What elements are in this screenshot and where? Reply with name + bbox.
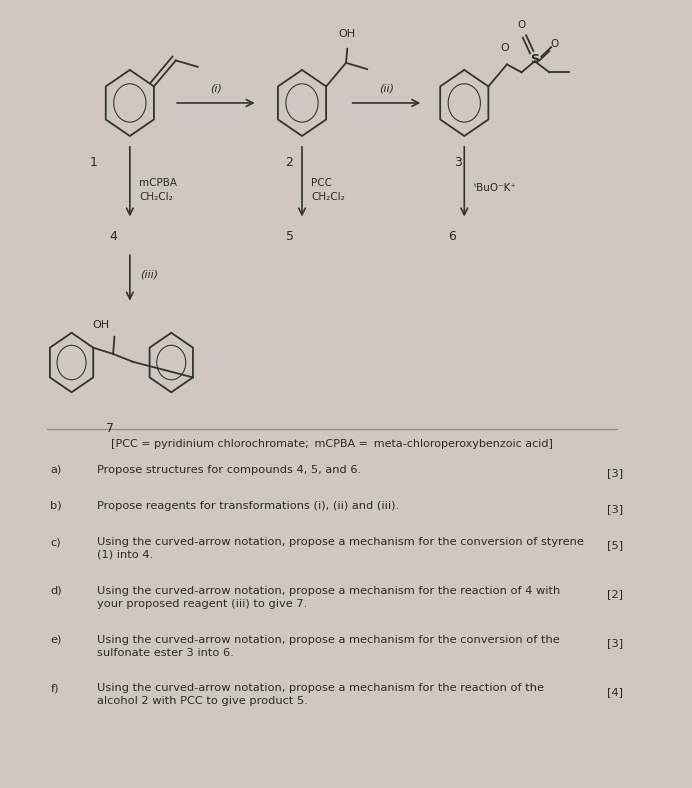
Text: 4: 4 [109,230,117,243]
Text: OH: OH [93,321,110,330]
Text: CH₂Cl₂: CH₂Cl₂ [311,192,345,203]
Text: [3]: [3] [607,468,623,478]
Text: (i): (i) [210,84,222,94]
Text: 3: 3 [454,156,462,169]
Text: 7: 7 [106,422,114,435]
Text: O: O [500,43,509,54]
Text: c): c) [51,537,61,547]
Text: b): b) [51,501,62,511]
Text: O: O [518,20,526,30]
Text: [3]: [3] [607,504,623,514]
Text: 2: 2 [285,156,293,169]
Text: [5]: [5] [607,541,623,550]
Text: e): e) [51,634,62,645]
Text: Using the curved-arrow notation, propose a mechanism for the conversion of the
s: Using the curved-arrow notation, propose… [97,634,559,657]
Text: f): f) [51,683,59,693]
Text: Using the curved-arrow notation, propose a mechanism for the reaction of the
alc: Using the curved-arrow notation, propose… [97,683,544,706]
Text: d): d) [51,586,62,596]
Text: S: S [530,54,539,66]
Text: (iii): (iii) [140,269,158,279]
Text: 6: 6 [448,230,456,243]
Text: [4]: [4] [608,686,623,697]
Text: [3]: [3] [607,637,623,648]
Text: OH: OH [339,29,356,39]
Text: mCPBA: mCPBA [139,178,177,188]
Text: Propose structures for compounds 4, 5, and 6.: Propose structures for compounds 4, 5, a… [97,465,361,475]
Text: 1: 1 [89,156,98,169]
Text: Using the curved-arrow notation, propose a mechanism for the reaction of 4 with
: Using the curved-arrow notation, propose… [97,586,560,609]
Text: 5: 5 [286,230,294,243]
Text: Using the curved-arrow notation, propose a mechanism for the conversion of styre: Using the curved-arrow notation, propose… [97,537,583,560]
Text: [PCC = pyridinium chlorochromate;  mCPBA =  meta-chloroperoxybenzoic acid]: [PCC = pyridinium chlorochromate; mCPBA … [111,439,553,449]
Text: ᵗBuO⁻K⁺: ᵗBuO⁻K⁺ [473,183,516,193]
Text: Propose reagents for transformations (i), (ii) and (iii).: Propose reagents for transformations (i)… [97,501,399,511]
Text: [2]: [2] [608,589,623,599]
Text: CH₂Cl₂: CH₂Cl₂ [139,192,173,203]
Text: O: O [550,39,558,49]
Text: (ii): (ii) [379,84,394,94]
Text: PCC: PCC [311,178,332,188]
Text: a): a) [51,465,62,475]
